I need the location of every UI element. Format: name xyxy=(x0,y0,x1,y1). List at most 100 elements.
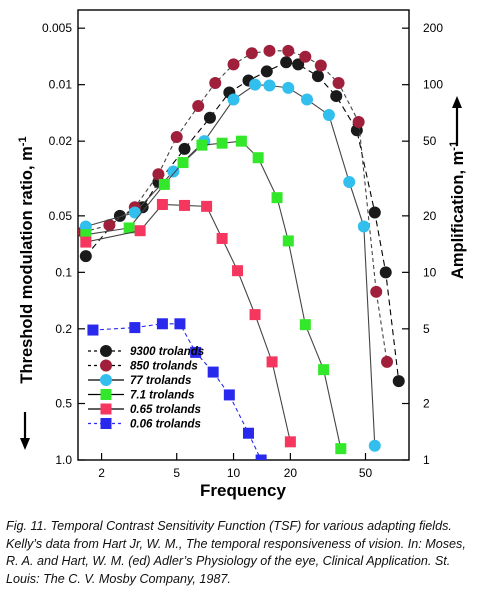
data-point xyxy=(209,77,222,90)
data-point xyxy=(134,225,146,237)
left-tick-label: 0.02 xyxy=(49,134,73,148)
right-axis-label: Amplification, m-1 xyxy=(448,96,467,279)
legend-entry: 9300 trolands xyxy=(88,345,204,358)
right-axis-arrowhead xyxy=(452,96,462,108)
x-tick-label: 2 xyxy=(98,466,105,480)
data-point xyxy=(196,139,208,151)
data-point xyxy=(245,47,258,60)
data-point xyxy=(79,250,92,263)
data-point xyxy=(381,355,394,368)
legend-label: 0.65 trolands xyxy=(130,404,201,416)
x-tick-label: 20 xyxy=(284,466,298,480)
data-point xyxy=(284,436,296,448)
left-tick-label: 0.05 xyxy=(49,209,73,223)
data-point xyxy=(179,199,191,211)
data-point xyxy=(311,70,324,83)
right-tick-label: 10 xyxy=(423,265,437,279)
left-tick-label: 0.01 xyxy=(49,78,73,92)
data-point xyxy=(370,285,383,298)
right-axis-label-main: Amplification, m xyxy=(449,151,467,279)
data-point xyxy=(392,375,405,388)
svg-text:Threshold modulation ratio, m-: Threshold modulation ratio, m-1 xyxy=(17,136,36,383)
data-point xyxy=(190,346,202,358)
right-tick-label: 2 xyxy=(423,397,430,411)
x-tick-label: 5 xyxy=(173,466,180,480)
data-point xyxy=(80,236,92,248)
data-point xyxy=(282,235,294,247)
data-point xyxy=(203,111,216,124)
legend-marker xyxy=(100,374,112,386)
legend-marker xyxy=(100,389,112,400)
legend-label: 77 trolands xyxy=(130,375,191,387)
data-point xyxy=(249,78,262,91)
data-point xyxy=(242,427,254,439)
data-point xyxy=(201,200,213,212)
legend-entry: 850 trolands xyxy=(88,359,198,373)
data-point xyxy=(332,77,345,90)
data-point xyxy=(158,178,170,190)
series-7-1-trolands xyxy=(80,135,347,455)
data-point xyxy=(177,157,189,169)
data-point xyxy=(314,59,327,72)
legend-label: 9300 trolands xyxy=(130,346,204,358)
left-ticks: 0.005 0.01 0.02 0.05 0.1 0.2 0.5 1.0 xyxy=(42,21,85,467)
left-tick-label: 1.0 xyxy=(55,453,72,467)
data-point xyxy=(174,318,186,330)
legend-label: 7.1 trolands xyxy=(130,390,195,402)
svg-text:Amplification, m-1: Amplification, m-1 xyxy=(448,141,467,279)
data-point xyxy=(227,58,240,71)
data-point xyxy=(352,115,365,128)
data-point xyxy=(129,322,141,334)
data-point xyxy=(266,356,278,368)
data-point xyxy=(255,454,267,460)
data-point xyxy=(271,192,283,204)
data-point xyxy=(335,443,347,455)
data-point xyxy=(322,108,335,121)
right-tick-label: 50 xyxy=(423,134,437,148)
left-axis-label-main: Threshold modulation ratio, m xyxy=(18,146,36,383)
right-tick-label: 20 xyxy=(423,209,437,223)
data-point xyxy=(299,50,312,63)
right-ticks: 200 100 50 20 10 5 2 1 xyxy=(402,21,443,467)
data-point xyxy=(368,439,381,452)
series-layer xyxy=(78,44,405,460)
x-tick-label: 10 xyxy=(227,466,241,480)
data-point xyxy=(235,135,247,147)
data-point xyxy=(260,65,273,78)
left-tick-label: 0.5 xyxy=(55,397,72,411)
left-tick-label: 0.1 xyxy=(55,265,72,279)
legend-entry: 0.06 trolands xyxy=(88,418,201,431)
data-point xyxy=(263,44,276,57)
data-point xyxy=(128,206,141,219)
data-point xyxy=(80,229,92,241)
data-point xyxy=(330,90,343,103)
data-point xyxy=(207,366,219,378)
series-0-06-trolands xyxy=(87,318,267,460)
legend-marker xyxy=(100,345,112,357)
data-point xyxy=(292,58,305,71)
right-tick-label: 100 xyxy=(423,78,443,92)
data-point xyxy=(249,309,261,321)
data-point xyxy=(178,142,191,155)
data-point xyxy=(318,364,330,376)
legend-label: 0.06 trolands xyxy=(130,419,201,431)
data-point xyxy=(252,152,264,164)
data-point xyxy=(263,79,276,92)
left-axis-arrowhead xyxy=(20,438,30,450)
legend-marker xyxy=(100,418,112,429)
data-point xyxy=(357,220,370,233)
data-point xyxy=(123,222,135,234)
data-point xyxy=(156,198,168,210)
data-point xyxy=(282,81,295,94)
legend-marker xyxy=(100,359,112,372)
data-point xyxy=(227,93,240,106)
legend-label: 850 trolands xyxy=(130,361,198,373)
data-point xyxy=(113,209,126,222)
left-axis-label: Threshold modulation ratio, m-1 xyxy=(17,136,36,450)
data-point xyxy=(280,56,293,69)
data-point xyxy=(167,165,180,178)
data-point xyxy=(232,265,244,277)
left-axis-label-sup: -1 xyxy=(17,136,29,146)
data-point xyxy=(170,130,183,143)
data-point xyxy=(368,206,381,219)
